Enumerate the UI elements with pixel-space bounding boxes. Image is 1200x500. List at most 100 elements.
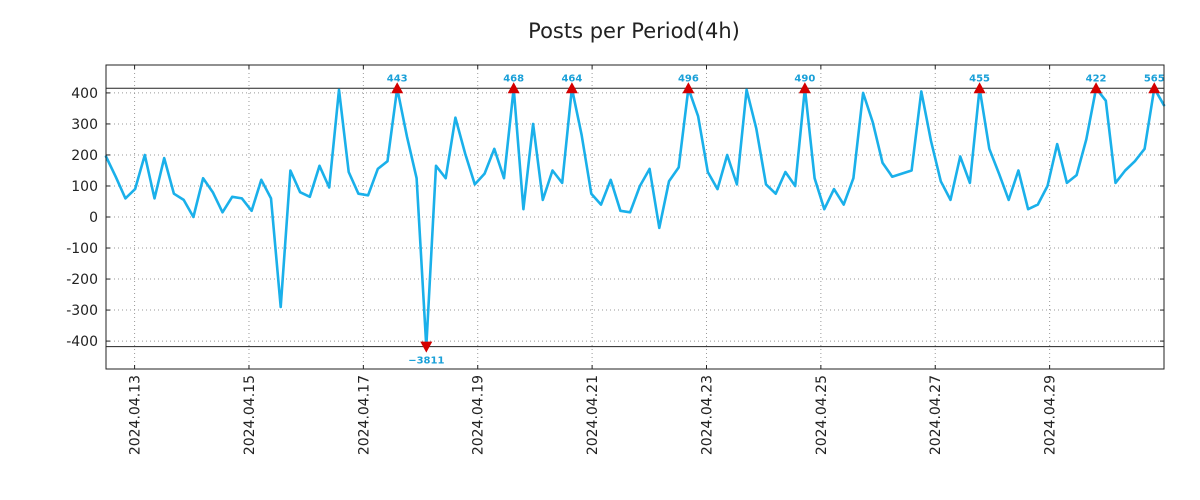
data-point [357, 192, 360, 195]
data-point [503, 177, 505, 179]
data-point [774, 192, 777, 195]
y-tick-label: 300 [71, 117, 98, 133]
data-point [745, 89, 748, 91]
data-point [658, 227, 661, 229]
data-point [852, 177, 855, 179]
data-point [270, 197, 272, 200]
data-point [309, 196, 311, 198]
data-point [1037, 203, 1039, 206]
data-point [1017, 169, 1020, 172]
y-tick-label: -100 [66, 241, 98, 257]
x-tick-label: 2024.04.13 [128, 375, 144, 455]
data-point [881, 161, 884, 164]
data-point [813, 177, 816, 179]
data-point [1075, 174, 1078, 176]
data-point [435, 165, 437, 167]
data-point [173, 192, 175, 195]
data-point [707, 171, 709, 173]
data-point [930, 140, 932, 142]
peak-marker-up [391, 82, 404, 94]
data-point [648, 168, 651, 170]
data-point [182, 199, 185, 201]
data-point [1027, 208, 1029, 210]
peak-marker-up [507, 82, 520, 94]
peak-marker-up [1148, 82, 1161, 94]
data-point [192, 216, 195, 218]
data-point [920, 90, 923, 93]
peak-label: 565 [1144, 73, 1165, 84]
data-point [454, 116, 457, 119]
data-point [677, 166, 680, 169]
data-point [338, 89, 340, 91]
data-point [600, 203, 602, 206]
data-point [1056, 143, 1058, 145]
data-point [639, 185, 641, 187]
data-point [1007, 199, 1010, 201]
data-point [823, 208, 826, 210]
data-point [998, 172, 1000, 175]
y-tick-label: 400 [71, 86, 98, 102]
data-point [124, 197, 127, 200]
series-layer [104, 87, 1166, 349]
data-point [619, 210, 622, 212]
x-tick-label: 2024.04.19 [471, 375, 487, 455]
data-point [444, 177, 447, 179]
data-point [755, 127, 758, 130]
data-point [988, 148, 991, 150]
data-point [532, 123, 534, 125]
peak-marker-up [973, 82, 986, 94]
x-tick-label: 2024.04.21 [585, 375, 601, 455]
data-point [1114, 182, 1117, 184]
data-point [1066, 182, 1068, 184]
data-point [522, 208, 525, 210]
data-point [386, 160, 389, 162]
data-point [862, 92, 864, 94]
data-point [318, 165, 321, 167]
data-point [474, 183, 476, 186]
peak-marker-up [565, 82, 578, 94]
data-point [901, 172, 903, 175]
x-tick-label: 2024.04.27 [928, 375, 944, 455]
data-point [163, 157, 165, 159]
x-tick-label: 2024.04.29 [1043, 375, 1059, 455]
data-point [891, 175, 893, 178]
data-point [629, 211, 631, 214]
x-tick-label: 2024.04.17 [356, 375, 372, 455]
data-point [493, 148, 496, 150]
data-point [406, 135, 408, 138]
peak-label: 422 [1086, 73, 1107, 84]
data-point [940, 180, 942, 183]
data-point [1124, 169, 1126, 172]
peak-label: 468 [503, 73, 524, 84]
data-point [114, 175, 117, 178]
peak-label: −3811 [408, 356, 444, 367]
peak-label: 455 [969, 73, 990, 84]
data-point [347, 171, 350, 173]
x-tick-label: 2024.04.25 [814, 375, 830, 455]
data-point [464, 152, 466, 155]
data-point [289, 169, 292, 172]
data-point [1134, 160, 1136, 162]
peak-label: 496 [678, 73, 699, 84]
data-point [910, 169, 913, 172]
data-point [697, 115, 699, 117]
data-point [726, 154, 728, 156]
data-point [609, 179, 612, 181]
series-line-posts [104, 87, 1166, 349]
plot-frame [105, 64, 1165, 370]
y-tick-label: -200 [66, 272, 98, 288]
y-tick-label: 200 [71, 148, 98, 164]
axes: 400 300 200 100 0 -100 -200 -300 -400 2024.04.13 2… [66, 64, 1165, 455]
data-point [367, 194, 369, 197]
data-point [1105, 99, 1107, 102]
data-point [794, 185, 796, 187]
data-point [833, 188, 835, 190]
data-point [241, 197, 243, 200]
data-point [668, 180, 670, 183]
data-point [969, 182, 971, 184]
peak-marker-up [1090, 82, 1103, 94]
data-point [949, 199, 952, 201]
data-point [328, 186, 331, 189]
data-point [221, 211, 224, 214]
